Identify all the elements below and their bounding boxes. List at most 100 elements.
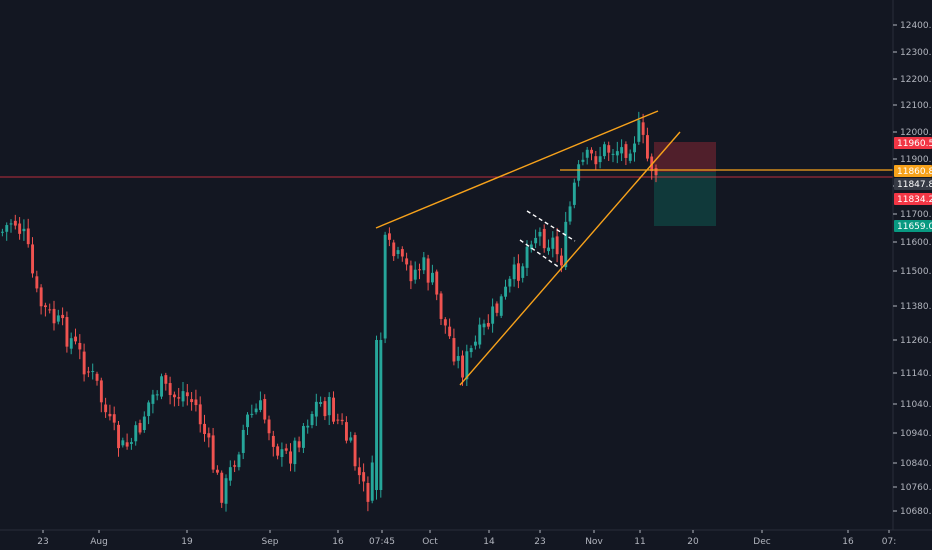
- candle: [9, 219, 13, 233]
- candle: [173, 391, 176, 407]
- candle-body: [517, 263, 520, 281]
- candle-body: [263, 398, 267, 420]
- candle-body: [5, 225, 9, 232]
- candle-body: [465, 351, 469, 380]
- candle-body: [577, 164, 581, 181]
- price-axis[interactable]: 12400.00 12300.00 12200.00 12100.00 12000.00…: [892, 0, 932, 530]
- price-badge: 11960.57: [894, 137, 932, 149]
- candle: [405, 252, 409, 271]
- candle: [155, 390, 159, 401]
- candle-body: [173, 394, 176, 398]
- candle: [271, 430, 275, 457]
- candle-body: [529, 244, 533, 250]
- candle: [207, 427, 211, 448]
- y-tick-label: 11140.00: [900, 369, 932, 379]
- candle-body: [585, 149, 589, 158]
- candle-body: [142, 416, 146, 430]
- candle: [138, 419, 142, 435]
- candle-body: [220, 472, 224, 503]
- candle: [572, 178, 576, 209]
- candle: [112, 406, 116, 431]
- candle-body: [44, 305, 47, 308]
- candle-body: [61, 314, 65, 319]
- candle: [104, 397, 108, 418]
- candle: [499, 294, 503, 319]
- drawings-back-layer: [0, 142, 893, 226]
- candle: [426, 254, 430, 291]
- candle: [418, 263, 421, 280]
- candle: [383, 231, 387, 344]
- candle: [263, 394, 267, 424]
- candle-body: [250, 413, 254, 415]
- candle: [478, 317, 482, 349]
- candle: [310, 411, 314, 429]
- candle-body: [362, 472, 366, 482]
- candle-body: [345, 422, 348, 441]
- candle: [370, 455, 374, 504]
- candle: [461, 350, 464, 386]
- candle: [388, 227, 391, 247]
- candle-body: [18, 223, 22, 234]
- candle: [61, 307, 65, 326]
- candle-body: [207, 433, 211, 438]
- candle: [228, 460, 232, 486]
- price-badge: 11659.06: [894, 220, 932, 232]
- x-tick-label: 19: [181, 537, 193, 547]
- candle-body: [91, 371, 95, 373]
- candle: [151, 389, 155, 414]
- candle: [246, 412, 249, 436]
- price-badge-label: 11860.88: [897, 167, 932, 177]
- candle-body: [641, 122, 645, 135]
- candle-body: [233, 465, 237, 467]
- candle-body: [547, 247, 550, 252]
- y-tick-label: 11380.00: [900, 302, 932, 312]
- candle: [323, 397, 327, 421]
- price-badge-bg: [894, 193, 932, 205]
- candle-body: [65, 317, 69, 347]
- candle: [349, 431, 353, 443]
- candle: [362, 463, 366, 492]
- candle-body: [289, 451, 292, 464]
- candle: [611, 149, 615, 163]
- candle: [568, 201, 572, 225]
- candle-body: [491, 306, 495, 324]
- candle: [517, 254, 520, 289]
- candle: [211, 427, 215, 473]
- candle: [508, 276, 512, 293]
- candle-body: [357, 467, 361, 476]
- flag-upper-dashed: [526, 210, 576, 242]
- candle: [26, 218, 30, 248]
- x-tick-label: Oct: [422, 537, 438, 547]
- candle-body: [353, 435, 357, 467]
- wedge-upper-trendline: [375, 110, 659, 229]
- candle: [48, 303, 52, 314]
- candle-body: [185, 392, 189, 397]
- time-axis[interactable]: 23 Aug 19 Sep 16 07:45 Oct 14 23 Nov 11 20 Dec 16 07:: [0, 529, 932, 547]
- candle: [18, 217, 22, 240]
- candle-body: [375, 340, 378, 490]
- candle-body: [297, 441, 301, 448]
- candle-body: [495, 303, 499, 313]
- y-tick-label: 11900.00: [900, 155, 932, 165]
- candle: [439, 291, 443, 325]
- candle: [512, 256, 516, 287]
- candle-body: [125, 442, 129, 447]
- candle: [495, 301, 499, 317]
- candle: [293, 437, 297, 472]
- candle-body: [224, 478, 228, 504]
- candle-body: [138, 422, 142, 433]
- candle-body: [117, 424, 120, 449]
- price-badge: 11860.88: [894, 165, 932, 177]
- candle: [125, 433, 129, 450]
- candle-body: [646, 135, 649, 159]
- candle: [52, 300, 56, 331]
- candle-body: [9, 223, 13, 225]
- candle: [35, 270, 39, 293]
- candle: [409, 260, 413, 290]
- candle: [413, 261, 417, 284]
- candle-body: [332, 397, 335, 422]
- candle: [392, 239, 396, 261]
- candle-body: [78, 342, 82, 350]
